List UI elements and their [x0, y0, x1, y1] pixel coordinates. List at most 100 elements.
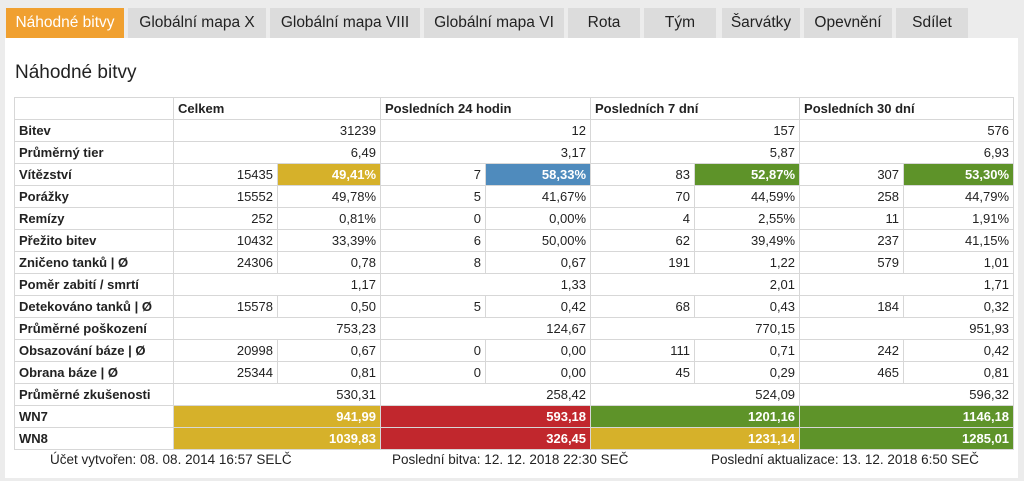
cell-value: 258,42 [379, 383, 592, 406]
cell-count: 25344 [173, 361, 278, 384]
cell-value: 1231,14 [590, 427, 801, 450]
table-row: Zničeno tanků | Ø 24306 0,78 8 0,67 191 1,22 57… [14, 251, 1015, 274]
cell-value: 6,93 [799, 141, 1015, 164]
account-created: Účet vytvořen: 08. 08. 2014 16:57 SELČ [50, 452, 292, 467]
cell-value: 1,91% [903, 207, 1015, 230]
table-row: Bitev 31239 12 157 576 [14, 119, 1015, 142]
row-label: Průměrné zkušenosti [14, 383, 174, 406]
cell-value: 326,45 [379, 427, 592, 450]
cell-count: 307 [799, 163, 905, 186]
cell-value: 0,81% [277, 207, 381, 230]
cell-value: 44,79% [903, 185, 1015, 208]
cell-count: 10432 [173, 229, 278, 252]
cell-value: 41,67% [484, 185, 592, 208]
cell-value: 0,67 [484, 251, 592, 274]
cell-value: 1,71 [799, 273, 1015, 296]
cell-value: 1,22 [694, 251, 801, 274]
cell-value: 753,23 [173, 317, 381, 340]
last-update: Poslední aktualizace: 13. 12. 2018 6:50 … [711, 452, 979, 467]
tab-global-map-vi[interactable]: Globální mapa VI [424, 8, 564, 38]
cell-value: 6,49 [173, 141, 381, 164]
cell-count: 20998 [173, 339, 278, 362]
row-label: Průměrné poškození [14, 317, 174, 340]
cell-value: 0,29 [694, 361, 801, 384]
cell-value: 2,01 [590, 273, 801, 296]
cell-count: 7 [380, 163, 486, 186]
cell-value: 941,99 [173, 405, 381, 428]
header-30d: Posledních 30 dní [799, 97, 1015, 120]
cell-count: 6 [380, 229, 486, 252]
tab-skirmishes[interactable]: Šarvátky [722, 8, 800, 38]
cell-value: 0,00 [484, 361, 592, 384]
cell-value: 530,31 [173, 383, 381, 406]
table-row: WN7 941,99 593,18 1201,16 1146,18 [14, 405, 1015, 428]
cell-value: 41,15% [903, 229, 1015, 252]
cell-count: 70 [590, 185, 696, 208]
cell-value: 1,01 [903, 251, 1015, 274]
cell-count: 5 [380, 295, 486, 318]
cell-value: 770,15 [590, 317, 801, 340]
cell-value: 31239 [173, 119, 381, 142]
cell-count: 191 [590, 251, 696, 274]
header-label [14, 97, 174, 120]
cell-value: 5,87 [590, 141, 801, 164]
cell-value: 1,17 [173, 273, 381, 296]
cell-count: 0 [380, 207, 486, 230]
cell-value: 49,41% [277, 163, 381, 186]
cell-value: 0,71 [694, 339, 801, 362]
header-total: Celkem [173, 97, 381, 120]
row-label: Poměr zabití / smrtí [14, 273, 174, 296]
cell-count: 237 [799, 229, 905, 252]
cell-count: 68 [590, 295, 696, 318]
cell-count: 242 [799, 339, 905, 362]
cell-count: 62 [590, 229, 696, 252]
header-7d: Posledních 7 dní [590, 97, 801, 120]
cell-value: 0,00% [484, 207, 592, 230]
row-label: Porážky [14, 185, 174, 208]
table-row: Průměrný tier 6,49 3,17 5,87 6,93 [14, 141, 1015, 164]
row-label: Detekováno tanků | Ø [14, 295, 174, 318]
cell-value: 1,33 [379, 273, 592, 296]
tab-strongholds[interactable]: Opevnění [804, 8, 892, 38]
cell-count: 24306 [173, 251, 278, 274]
table-row: Vítězství 15435 49,41% 7 58,33% 83 52,87% 307 53… [14, 163, 1015, 186]
cell-value: 0,42 [903, 339, 1015, 362]
cell-count: 5 [380, 185, 486, 208]
cell-value: 3,17 [379, 141, 592, 164]
cell-value: 576 [799, 119, 1015, 142]
tab-company[interactable]: Rota [568, 8, 640, 38]
table-row: Poměr zabití / smrtí 1,17 1,33 2,01 1,71 [14, 273, 1015, 296]
cell-count: 252 [173, 207, 278, 230]
stats-panel: Náhodné bitvy Celkem Posledních 24 hodin… [5, 38, 1018, 478]
cell-value: 124,67 [379, 317, 592, 340]
row-label: Vítězství [14, 163, 174, 186]
tab-global-map-x[interactable]: Globální mapa X [128, 8, 266, 38]
stats-table: Celkem Posledních 24 hodin Posledních 7 … [14, 97, 1015, 450]
table-header-row: Celkem Posledních 24 hodin Posledních 7 … [14, 97, 1015, 120]
cell-value: 0,81 [277, 361, 381, 384]
cell-value: 1201,16 [590, 405, 801, 428]
table-row: Přežito bitev 10432 33,39% 6 50,00% 62 39,49% 2… [14, 229, 1015, 252]
cell-value: 49,78% [277, 185, 381, 208]
cell-value: 0,32 [903, 295, 1015, 318]
tab-share[interactable]: Sdílet [896, 8, 968, 38]
table-row: Porážky 15552 49,78% 5 41,67% 70 44,59% 258 44,7… [14, 185, 1015, 208]
cell-count: 11 [799, 207, 905, 230]
cell-value: 50,00% [484, 229, 592, 252]
cell-count: 4 [590, 207, 696, 230]
cell-value: 0,43 [694, 295, 801, 318]
tab-global-map-viii[interactable]: Globální mapa VIII [270, 8, 420, 38]
cell-count: 0 [380, 339, 486, 362]
cell-value: 157 [590, 119, 801, 142]
cell-value: 58,33% [484, 163, 592, 186]
cell-count: 579 [799, 251, 905, 274]
cell-value: 524,09 [590, 383, 801, 406]
cell-value: 33,39% [277, 229, 381, 252]
cell-count: 184 [799, 295, 905, 318]
tab-team[interactable]: Tým [644, 8, 716, 38]
tab-random-battles[interactable]: Náhodné bitvy [6, 8, 124, 38]
row-label: Zničeno tanků | Ø [14, 251, 174, 274]
table-row: Remízy 252 0,81% 0 0,00% 4 2,55% 11 1,91% [14, 207, 1015, 230]
cell-count: 15578 [173, 295, 278, 318]
cell-value: 52,87% [694, 163, 801, 186]
